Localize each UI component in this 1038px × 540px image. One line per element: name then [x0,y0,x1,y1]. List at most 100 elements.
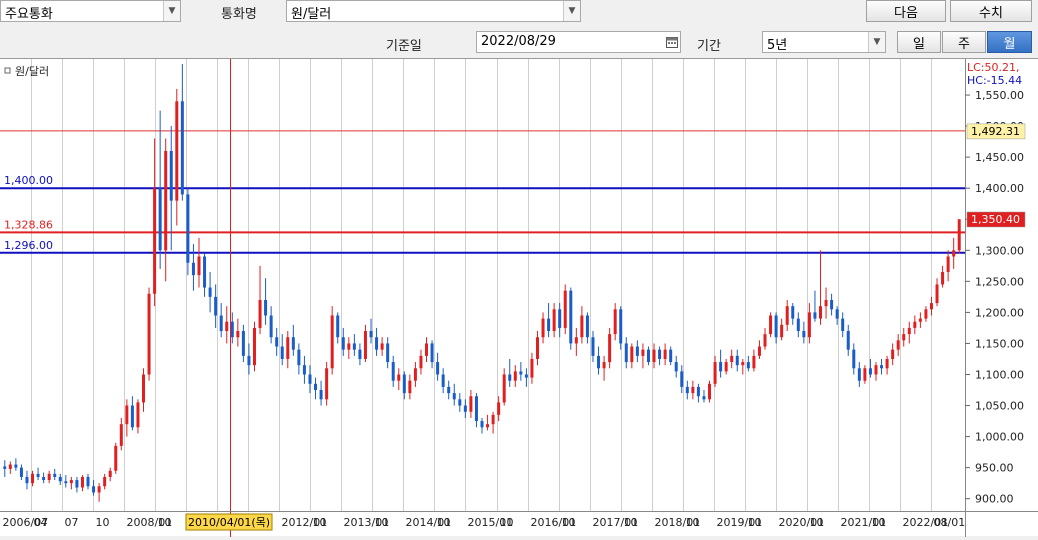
chevron-down-icon[interactable]: ▼ [868,32,885,52]
x-tick-label: 10 [748,516,762,529]
candle-body [702,396,706,400]
candle-body [868,368,872,375]
x-tick-label: 10 [686,516,700,529]
candle-body [203,256,207,288]
candle-body [463,405,467,412]
candle-body [208,287,212,297]
x-tick-label: 2013/01 [344,516,390,529]
candle-body [314,383,318,391]
candle-body [219,315,223,332]
candle-body [36,473,40,477]
period-label: 기간 [697,39,721,54]
candle-body [291,337,295,350]
y-tick-label: 900.00 [975,493,1014,506]
y-tick-label: 1,050.00 [975,400,1024,413]
candle-body [824,299,828,307]
currency-select-value: 원/달러 [291,7,332,22]
x-tick-label: 10 [96,516,110,529]
candle-body [918,318,922,322]
date-input[interactable]: 2022/08/29 [476,31,681,53]
x-tick-label: 10 [313,516,327,529]
candle-body [752,355,756,369]
candle-body [602,362,606,369]
category-select[interactable]: 주요통화 ▼ [0,0,181,22]
candle-body [818,306,822,319]
candle-body [147,293,151,375]
x-tick-label: 10 [437,516,451,529]
candle-body [413,368,417,381]
y-tick-label: 1,250.00 [975,275,1024,288]
y-tick-label: 1,000.00 [975,431,1024,444]
candle-body [75,480,79,488]
candle-body [136,402,140,428]
period-select[interactable]: 5년 ▼ [762,31,886,53]
candlestick-chart[interactable]: 1,400.001,328.861,296.00 1,550.001,500.0… [0,59,1038,537]
candle-body [441,374,445,387]
candle-body [580,315,584,338]
candle-body [197,256,201,276]
x-tick-label: 2018/01 [655,516,701,529]
candle-body [236,331,240,338]
candle-body [436,362,440,375]
candle-body [741,362,745,366]
x-tick-label: 2022/01 [903,516,949,529]
candle-body [275,337,279,347]
candle-body [3,466,7,469]
candle-body [425,343,429,356]
date-input-value: 2022/08/29 [481,34,556,49]
candle-body [885,358,889,369]
candle-body [447,386,451,394]
candle-body [774,315,778,338]
candle-body [807,312,811,338]
candle-body [230,321,234,338]
candle-body [724,362,728,372]
candle-body [946,256,950,273]
candle-body [941,272,945,285]
export-values-button[interactable]: 수치 [950,0,1032,22]
candle-body [452,393,456,400]
candle-body [896,340,900,350]
candle-body [92,486,96,493]
price-badge-box [966,123,1026,140]
candle-body [696,386,700,397]
x-tick-label: 2015/01 [468,516,514,529]
chevron-down-icon[interactable]: ▼ [563,1,580,21]
currency-select[interactable]: 원/달러 ▼ [286,0,581,22]
info-lc: LC:50.21, [967,61,1020,74]
candle-body [391,362,395,381]
candle-body [852,349,856,369]
candle-body [175,101,179,201]
next-button[interactable]: 다음 [866,0,946,22]
x-tick-label: 10 [872,516,886,529]
candle-body [336,315,340,338]
candle-body [341,337,345,350]
candle-body [530,358,534,378]
candle-body [519,371,523,375]
candle-body [169,150,173,201]
candle-body [164,150,168,251]
x-tick-label: 2014/01 [406,516,452,529]
candle-body [746,362,750,369]
x-tick-label: 10 [500,516,514,529]
x-tick-label: 2019/01 [717,516,763,529]
candle-body [597,355,601,369]
candle-body [264,299,268,316]
candle-body [402,374,406,394]
candle-body [658,349,662,359]
candle-body [58,476,62,482]
candle-body [241,331,245,356]
x-tick-label: 10 [158,516,172,529]
candle-body [80,476,84,488]
calendar-icon[interactable] [664,32,680,52]
candle-body [497,402,501,415]
candle-body [380,343,384,350]
chevron-down-icon[interactable]: ▼ [163,1,180,21]
candle-body [486,424,490,428]
chart-panel[interactable]: 1,400.001,328.861,296.00 1,550.001,500.0… [0,58,1038,537]
tab-weekly[interactable]: 주 [942,31,986,53]
tab-daily[interactable]: 일 [897,31,941,53]
candle-body [419,355,423,369]
tab-monthly[interactable]: 월 [987,31,1032,53]
legend-icon [4,67,11,74]
candle-body [480,421,484,428]
